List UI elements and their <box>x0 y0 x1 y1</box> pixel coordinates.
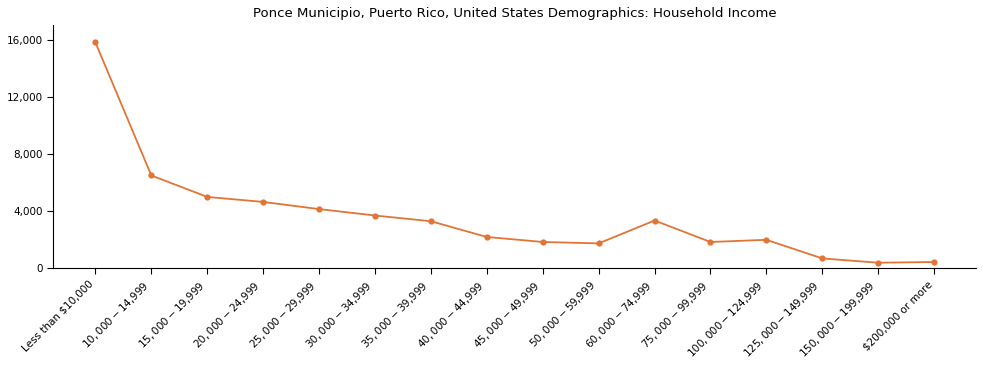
Title: Ponce Municipio, Puerto Rico, United States Demographics: Household Income: Ponce Municipio, Puerto Rico, United Sta… <box>253 7 777 20</box>
